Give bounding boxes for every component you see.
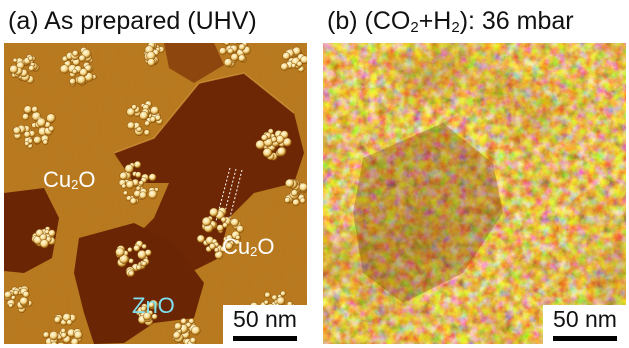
cluster-island [4, 285, 33, 314]
stm-image-a-canvas [4, 43, 307, 344]
cluster-island [12, 105, 56, 149]
cluster-island [31, 226, 56, 249]
stm-image-b-canvas [323, 43, 626, 344]
cluster-island [172, 318, 201, 344]
annotation-zno: ZnO [132, 293, 175, 318]
panel-b: (b) (CO2+H2): 36 mbar [319, 0, 629, 348]
scale-bar-a-line [233, 336, 297, 341]
cluster-island [196, 207, 244, 260]
panel-b-title-text: (CO2+H2): 36 mbar [364, 7, 574, 36]
cluster-island [143, 43, 165, 67]
panel-b-title: (b) (CO2+H2): 36 mbar [327, 4, 574, 45]
panel-b-letter: (b) [327, 7, 358, 35]
scale-bar-b-label: 50 nm [553, 306, 617, 332]
panel-a: (a) As prepared (UHV) [0, 0, 310, 348]
panel-a-title: (a) As prepared (UHV) [8, 4, 257, 38]
cluster-island [42, 313, 83, 344]
cluster-island [59, 47, 97, 87]
cluster-island [255, 128, 292, 161]
panel-a-letter: (a) [8, 7, 39, 35]
cluster-island [218, 43, 251, 68]
cluster-island [135, 299, 159, 326]
cluster-island [8, 54, 40, 84]
scale-bar-b: 50 nm [543, 305, 627, 345]
annotation-cu2o-left: Cu2O [43, 167, 96, 192]
scale-bar-a: 50 nm [223, 305, 307, 345]
panel-a-title-text: As prepared (UHV) [44, 7, 257, 35]
cluster-island [284, 178, 307, 207]
cluster-island [280, 46, 307, 73]
annotation-cu2o-right: Cu2O [222, 234, 275, 259]
cluster-island [118, 160, 159, 205]
scale-bar-a-label: 50 nm [233, 306, 297, 332]
cluster-island [115, 240, 152, 278]
stm-image-b [323, 43, 626, 344]
stm-image-a [4, 43, 307, 344]
cluster-island [126, 100, 164, 137]
scale-bar-b-line [553, 336, 617, 341]
